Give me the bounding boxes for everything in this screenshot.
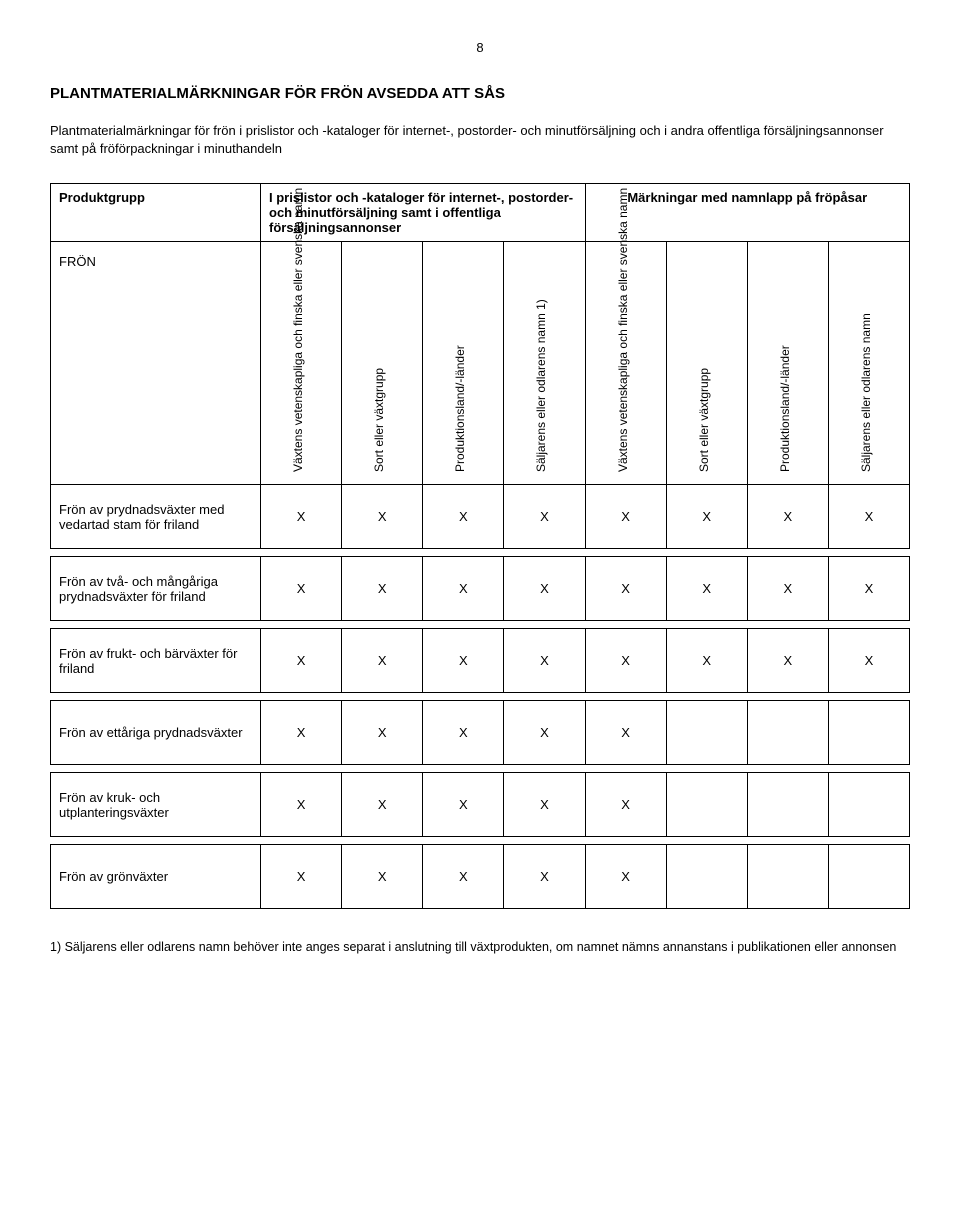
column-header-0: Växtens vetenskapliga och finska eller s… — [261, 242, 342, 485]
cell-3-4: X — [585, 701, 666, 765]
cell-4-6 — [747, 773, 828, 837]
cell-3-6 — [747, 701, 828, 765]
cell-0-6: X — [747, 485, 828, 549]
cell-0-5: X — [666, 485, 747, 549]
column-header-3: Säljarens eller odlarens namn 1) — [504, 242, 585, 485]
cell-3-5 — [666, 701, 747, 765]
cell-5-5 — [666, 845, 747, 909]
cell-0-3: X — [504, 485, 585, 549]
row-label-1: Frön av två- och mångåriga prydnadsväxte… — [51, 557, 261, 621]
cell-5-6 — [747, 845, 828, 909]
cell-0-2: X — [423, 485, 504, 549]
cell-5-4: X — [585, 845, 666, 909]
row-label-3: Frön av ettåriga prydnadsväxter — [51, 701, 261, 765]
cell-4-3: X — [504, 773, 585, 837]
cell-2-1: X — [342, 629, 423, 693]
page-number: 8 — [50, 40, 910, 55]
row-label-4: Frön av kruk- och utplanteringsväxter — [51, 773, 261, 837]
cell-2-0: X — [261, 629, 342, 693]
cell-4-7 — [828, 773, 909, 837]
header-group-b: Märkningar med namnlapp på fröpåsar — [585, 184, 910, 242]
cell-5-0: X — [261, 845, 342, 909]
column-header-1: Sort eller växtgrupp — [342, 242, 423, 485]
cell-5-3: X — [504, 845, 585, 909]
cell-3-1: X — [342, 701, 423, 765]
cell-0-0: X — [261, 485, 342, 549]
cell-2-6: X — [747, 629, 828, 693]
cell-0-1: X — [342, 485, 423, 549]
markings-table: ProduktgruppI prislistor och -kataloger … — [50, 183, 910, 909]
cell-5-7 — [828, 845, 909, 909]
cell-2-4: X — [585, 629, 666, 693]
cell-5-2: X — [423, 845, 504, 909]
cell-3-2: X — [423, 701, 504, 765]
row-label-2: Frön av frukt- och bärväxter för friland — [51, 629, 261, 693]
fron-label: FRÖN — [51, 242, 261, 485]
column-header-5: Sort eller växtgrupp — [666, 242, 747, 485]
row-label-5: Frön av grönväxter — [51, 845, 261, 909]
cell-4-0: X — [261, 773, 342, 837]
cell-0-4: X — [585, 485, 666, 549]
footnote: 1) Säljarens eller odlarens namn behöver… — [50, 939, 910, 957]
cell-4-4: X — [585, 773, 666, 837]
column-header-6: Produktionsland/-länder — [747, 242, 828, 485]
cell-1-1: X — [342, 557, 423, 621]
column-header-4: Växtens vetenskapliga och finska eller s… — [585, 242, 666, 485]
cell-5-1: X — [342, 845, 423, 909]
cell-2-2: X — [423, 629, 504, 693]
cell-1-4: X — [585, 557, 666, 621]
header-group-a: I prislistor och -kataloger för internet… — [261, 184, 586, 242]
cell-3-0: X — [261, 701, 342, 765]
column-header-7: Säljarens eller odlarens namn — [828, 242, 909, 485]
cell-4-5 — [666, 773, 747, 837]
intro-text: Plantmaterialmärkningar för frön i prisl… — [50, 122, 910, 158]
cell-3-3: X — [504, 701, 585, 765]
cell-2-5: X — [666, 629, 747, 693]
header-produktgrupp: Produktgrupp — [51, 184, 261, 242]
cell-4-1: X — [342, 773, 423, 837]
cell-3-7 — [828, 701, 909, 765]
column-header-2: Produktionsland/-länder — [423, 242, 504, 485]
cell-2-7: X — [828, 629, 909, 693]
cell-1-2: X — [423, 557, 504, 621]
cell-0-7: X — [828, 485, 909, 549]
cell-4-2: X — [423, 773, 504, 837]
cell-1-7: X — [828, 557, 909, 621]
cell-1-3: X — [504, 557, 585, 621]
row-label-0: Frön av prydnadsväxter med vedartad stam… — [51, 485, 261, 549]
cell-2-3: X — [504, 629, 585, 693]
cell-1-6: X — [747, 557, 828, 621]
page-title: PLANTMATERIALMÄRKNINGAR FÖR FRÖN AVSEDDA… — [50, 85, 910, 102]
cell-1-5: X — [666, 557, 747, 621]
cell-1-0: X — [261, 557, 342, 621]
